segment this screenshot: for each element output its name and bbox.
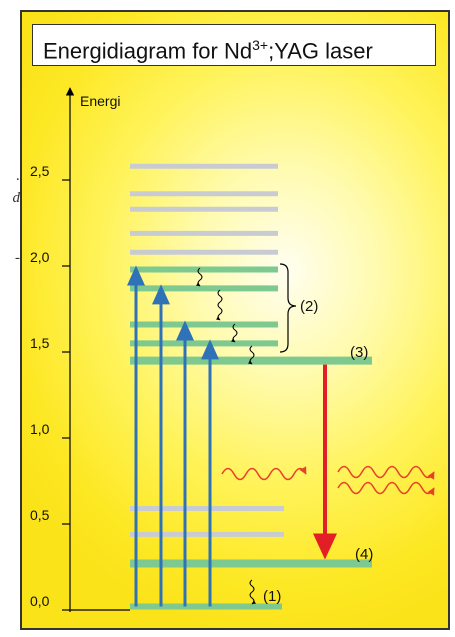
y-tick-label-4: 2,0 [30, 249, 50, 265]
y-axis-label: Energi [80, 93, 120, 109]
pump-arrowhead-2 [176, 320, 194, 341]
pump-arrowhead-0 [127, 265, 145, 286]
y-tick-label-1: 0,5 [30, 507, 50, 523]
title-box: Energidiagram for Nd3+;YAG laser [32, 24, 436, 66]
y-tick-label-5: 2,5 [30, 163, 50, 179]
lower-laser-level-label: (4) [355, 546, 373, 563]
y-tick-label-2: 1,0 [30, 421, 50, 437]
relaxation-squiggles [195, 267, 257, 605]
title-superscript: 3+ [252, 37, 269, 53]
relaxation-squiggle-5 [249, 579, 257, 605]
laser-transition [313, 364, 337, 560]
y-tick-label-0: 0,0 [30, 593, 50, 609]
relaxation-squiggle-1 [195, 267, 203, 287]
margin-fragment-2: d [12, 190, 21, 206]
relaxation-squiggle-4 [247, 345, 255, 365]
pump-band-label: (2) [300, 298, 318, 315]
energy-levels [130, 163, 372, 610]
pump-transitions [127, 265, 219, 607]
title-suffix: ;YAG laser [268, 38, 373, 64]
margin-fragment-3: - [15, 250, 20, 266]
pump-arrowhead-3 [201, 339, 219, 360]
y-axis-ticks: 0,0 0,5 1,0 1,5 2,0 2,5 [30, 163, 130, 611]
laser-arrowhead [313, 533, 337, 560]
stimulated-photon-wave-1 [337, 465, 435, 480]
diagram-panel: Energidiagram for Nd3+;YAG laser Energi … [20, 10, 450, 630]
relaxation-squiggle-2 [215, 289, 223, 321]
incoming-photon-wave [221, 466, 307, 481]
pump-band-brace [279, 263, 297, 353]
energy-diagram: Energi 0,0 0,5 1,0 1,5 2,0 2,5 (2) (3) (4) (1… [30, 87, 435, 612]
ground-relaxation-label: (1) [263, 588, 281, 605]
title-prefix: Energidiagram for Nd [43, 38, 253, 64]
upper-laser-level-label: (3) [350, 344, 368, 361]
relaxation-squiggle-3 [230, 323, 238, 343]
margin-fragment-1: . [16, 168, 20, 184]
stimulated-photon-wave-2 [337, 481, 435, 496]
pump-arrowhead-1 [152, 284, 170, 305]
photon-waves [221, 465, 435, 496]
y-tick-label-3: 1,5 [30, 335, 50, 351]
